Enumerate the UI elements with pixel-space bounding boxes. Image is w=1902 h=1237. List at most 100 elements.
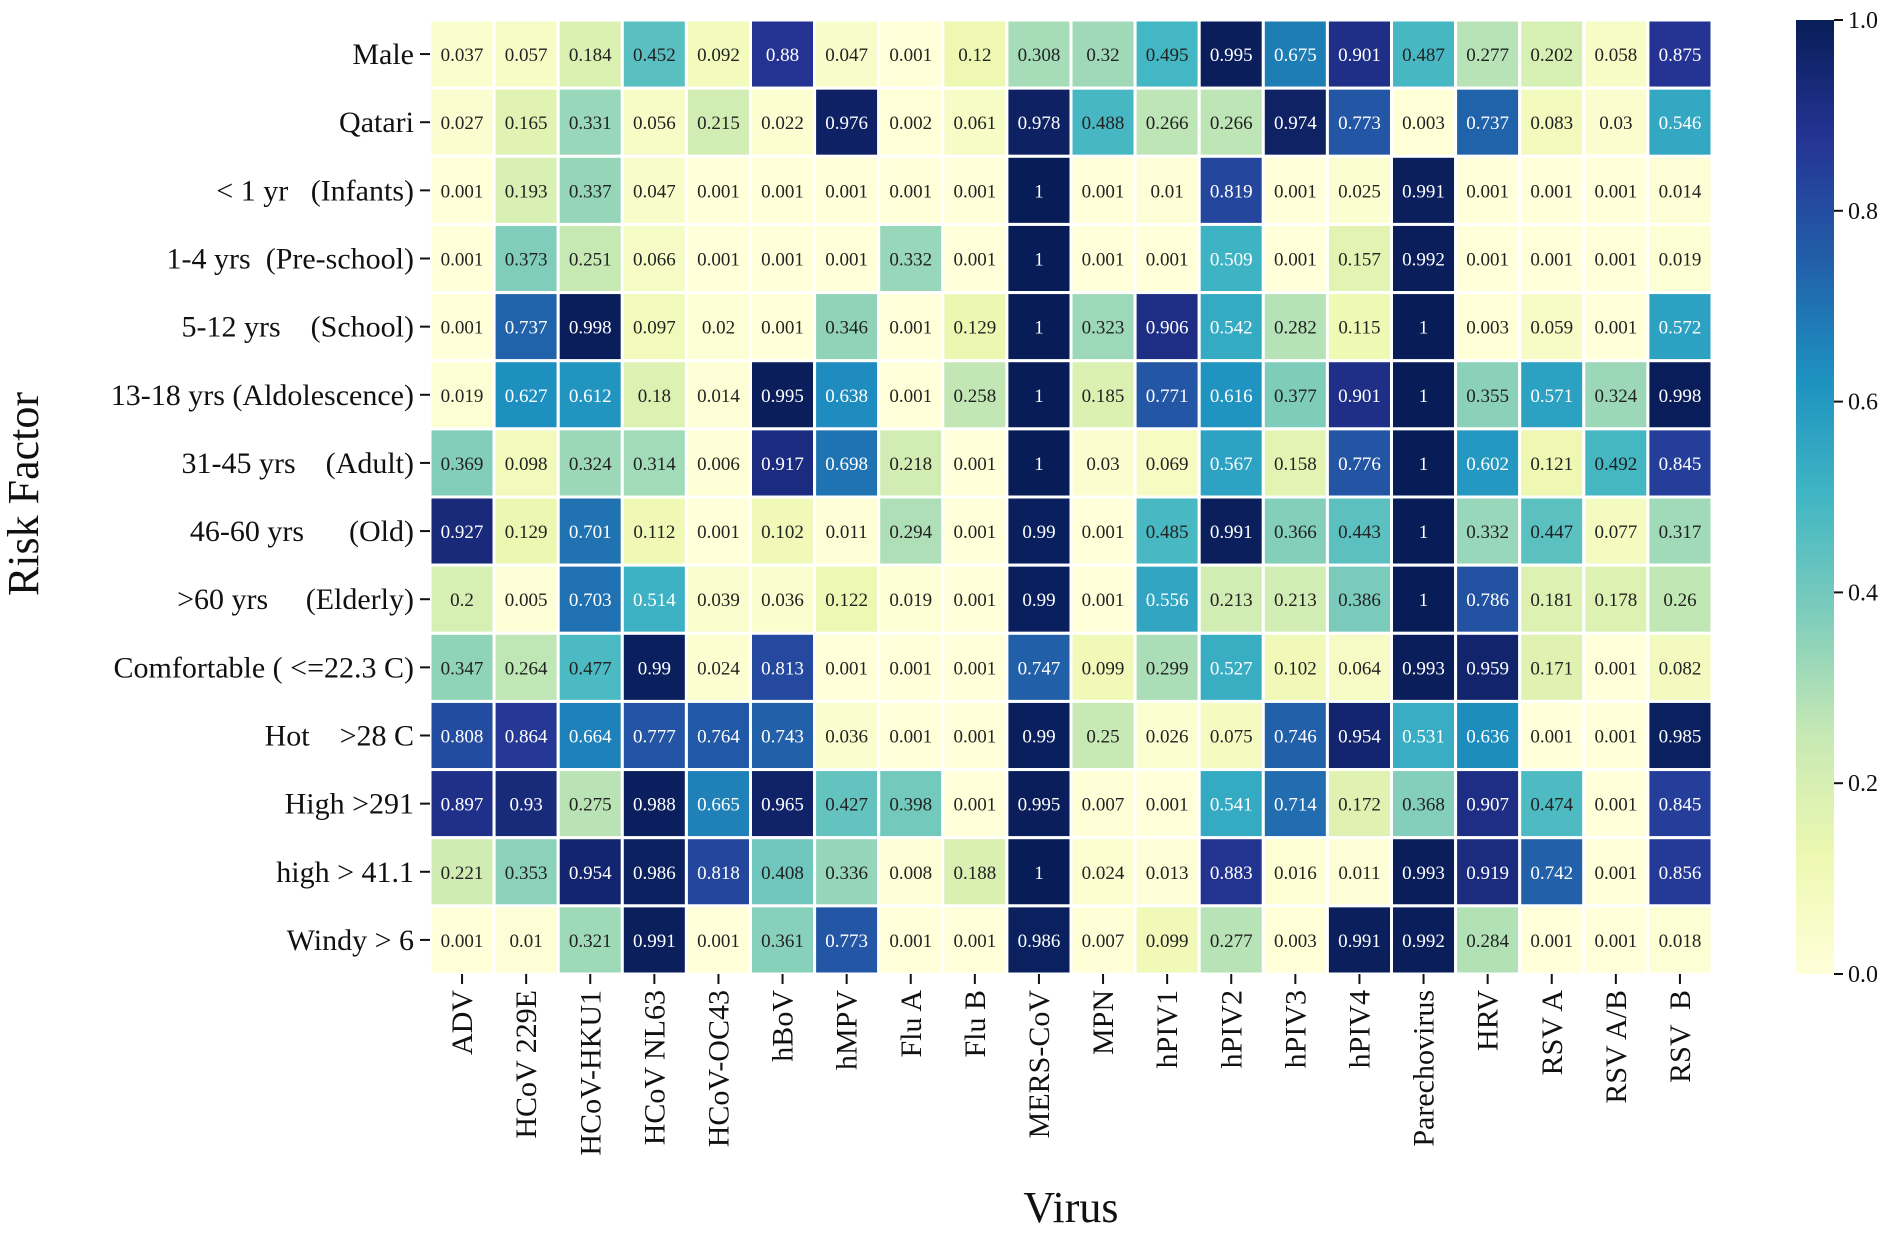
cell-value-label: 0.001: [1082, 522, 1125, 543]
cell-value-label: 0.998: [569, 318, 612, 339]
heatmap-cell: [492, 631, 560, 703]
heatmap-cell: [1325, 904, 1394, 976]
cell-value-label: 0.366: [1274, 522, 1317, 543]
heatmap-cell: [1069, 86, 1137, 158]
cell-value-label: 0.883: [1210, 863, 1253, 884]
cell-value-label: 0.776: [1338, 454, 1381, 475]
cell-value-label: 0.742: [1530, 863, 1573, 884]
cell-value-label: 0.993: [1402, 863, 1445, 884]
cell-value-label: 0.275: [569, 795, 612, 816]
cell-value-label: 0.008: [889, 863, 932, 884]
cell-value-label: 0.001: [953, 454, 996, 475]
heatmap-cell: [1390, 154, 1458, 226]
cell-value-label: 0.845: [1659, 454, 1702, 475]
cell-value-label: 0.001: [889, 386, 932, 407]
cell-value-label: 0.001: [953, 795, 996, 816]
heatmap-cell: [428, 904, 496, 976]
cell-value-label: 0.556: [1146, 590, 1189, 611]
heatmap-cell: [492, 563, 560, 635]
cell-value-label: 0.771: [1146, 386, 1189, 407]
cell-value-label: 0.097: [633, 318, 676, 339]
heatmap-cell: [1197, 222, 1265, 295]
cell-value-label: 0.18: [638, 386, 671, 407]
cell-value-label: 0.001: [953, 250, 996, 271]
heatmap-cell: [492, 359, 560, 431]
cell-value-label: 0.986: [633, 863, 676, 884]
cell-value-label: 1: [1034, 318, 1044, 339]
cell-value-label: 0.353: [505, 863, 548, 884]
cell-value-label: 0.001: [697, 522, 740, 543]
y-tick-label: Hot >28 C: [265, 720, 414, 753]
cell-value-label: 0.003: [1274, 931, 1317, 952]
cell-value-label: 1: [1419, 454, 1429, 475]
cell-value-label: 0.906: [1146, 318, 1189, 339]
cell-value-label: 0.373: [505, 250, 548, 271]
cell-value-label: 0.978: [1018, 113, 1061, 134]
heatmap-cell: [1133, 222, 1201, 295]
cell-value-label: 0.737: [505, 318, 548, 339]
cell-value-label: 0.317: [1659, 522, 1702, 543]
cell-value-label: 0.299: [1146, 658, 1189, 679]
heatmap-cell: [941, 768, 1009, 840]
cell-value-label: 0.314: [633, 454, 676, 475]
cell-value-label: 0.2: [450, 590, 474, 611]
cell-value-label: 0.477: [569, 658, 612, 679]
heatmap-cell: [877, 154, 945, 226]
cell-value-label: 0.638: [825, 386, 868, 407]
cell-value-label: 0.006: [697, 454, 740, 475]
heatmap-cell: [1261, 18, 1329, 90]
heatmap-cell: [492, 495, 560, 567]
cell-value-label: 0.991: [1338, 931, 1381, 952]
cell-value-label: 0.001: [1530, 727, 1573, 748]
cell-value-label: 0.675: [1274, 45, 1317, 66]
cell-value-label: 0.013: [1146, 863, 1189, 884]
heatmap-cell: [813, 836, 881, 908]
cell-value-label: 1: [1034, 386, 1044, 407]
heatmap-cell: [1261, 768, 1329, 840]
cell-value-label: 0.024: [1082, 863, 1125, 884]
cell-value-label: 0.277: [1466, 45, 1509, 66]
cell-value-label: 0.99: [1022, 522, 1055, 543]
cell-value-label: 0.129: [953, 318, 996, 339]
heatmap-cell: [1069, 699, 1137, 772]
cell-value-label: 0.917: [761, 454, 804, 475]
y-tick-label: Windy > 6: [287, 924, 414, 957]
colorbar-tick-label: 0.4: [1848, 580, 1878, 606]
heatmap-cell: [749, 154, 817, 226]
cell-value-label: 0.25: [1086, 727, 1119, 748]
x-tick-label: hPIV2: [1215, 990, 1248, 1068]
cell-value-label: 0.001: [953, 727, 996, 748]
heatmap-cell: [813, 699, 881, 772]
cell-value-label: 1: [1419, 386, 1429, 407]
heatmap-cell: [941, 222, 1009, 295]
cell-value-label: 0.019: [441, 386, 484, 407]
cell-value-label: 0.014: [1659, 181, 1702, 202]
cell-value-label: 0.001: [953, 931, 996, 952]
cell-value-label: 1: [1419, 590, 1429, 611]
cell-value-label: 0.294: [889, 522, 932, 543]
cell-value-label: 0.264: [505, 658, 548, 679]
cell-value-label: 0.355: [1466, 386, 1509, 407]
cell-value-label: 0.737: [1466, 113, 1509, 134]
cell-value-label: 0.001: [889, 45, 932, 66]
cell-value-label: 0.602: [1466, 454, 1509, 475]
heatmap-cell: [813, 631, 881, 703]
heatmap-cell: [492, 427, 560, 499]
cell-value-label: 0.001: [1082, 250, 1125, 271]
heatmap-cell: [1582, 154, 1650, 226]
heatmap-cell: [1582, 699, 1650, 772]
cell-value-label: 0.346: [825, 318, 868, 339]
cell-value-label: 0.001: [953, 522, 996, 543]
cell-value-label: 0.995: [1018, 795, 1061, 816]
cell-value-label: 0.001: [889, 727, 932, 748]
cell-value-label: 0.057: [505, 45, 548, 66]
cell-value-label: 0.001: [1146, 250, 1189, 271]
x-tick-label: MERS-CoV: [1023, 990, 1056, 1139]
heatmap-cell: [1582, 18, 1650, 90]
cell-value-label: 0.901: [1338, 45, 1381, 66]
heatmap-cell: [941, 631, 1009, 703]
heatmap-cell: [1518, 904, 1586, 976]
cell-value-label: 0.616: [1210, 386, 1253, 407]
cell-value-label: 0.001: [825, 658, 868, 679]
